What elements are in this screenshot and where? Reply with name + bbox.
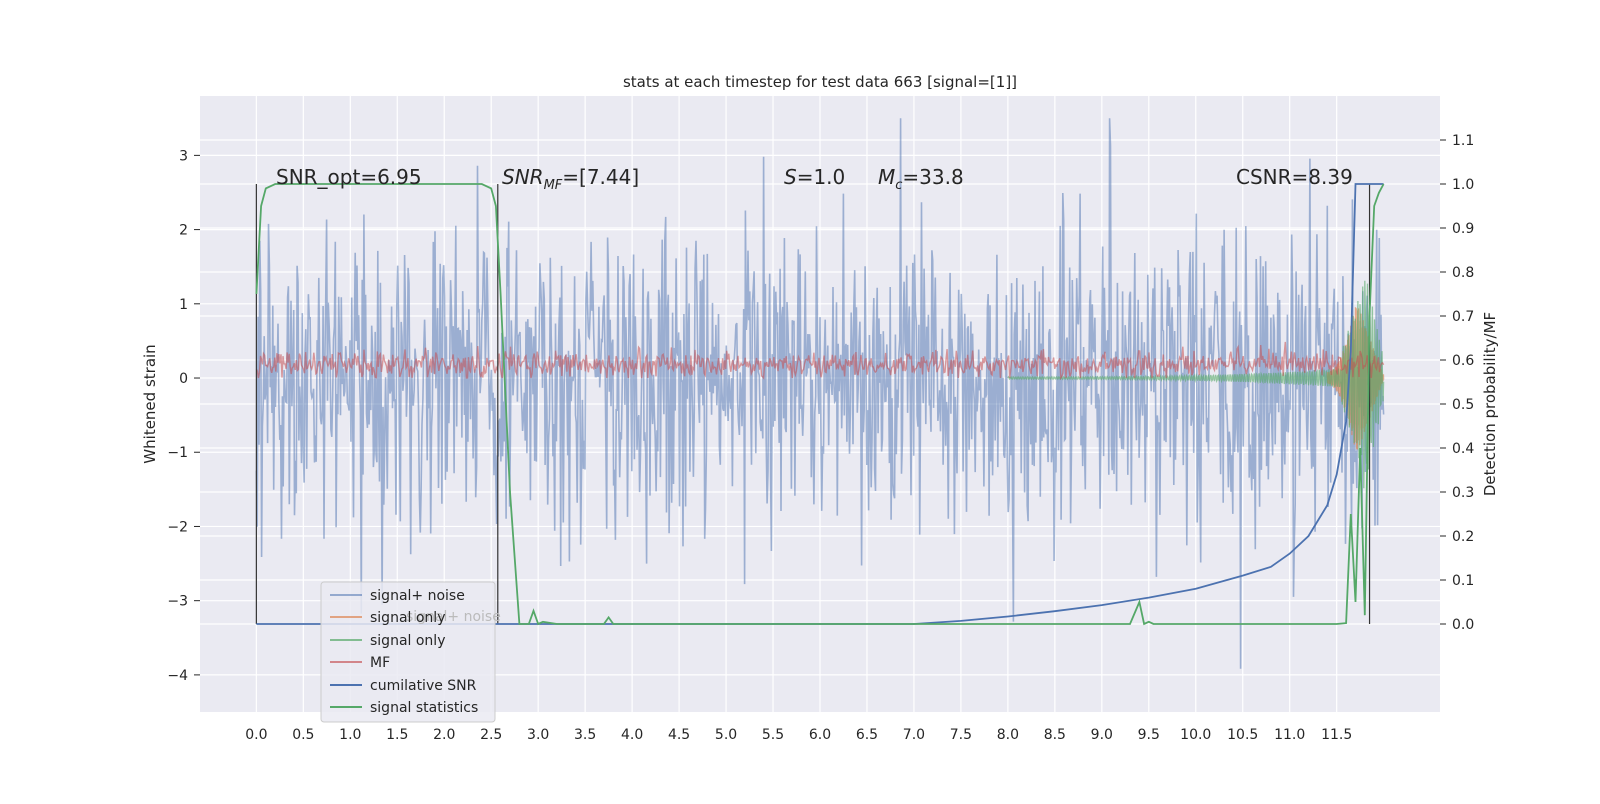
- x-tick-label: 7.0: [903, 727, 925, 743]
- y-tick-label-left: −2: [167, 519, 188, 535]
- x-tick-label: 4.0: [621, 727, 643, 743]
- y-axis-left-label: Whitened strain: [141, 344, 159, 463]
- x-tick-label: 4.5: [668, 727, 690, 743]
- y-tick-label-right: 0.8: [1452, 265, 1474, 281]
- series-signal-noise: [255, 118, 1385, 669]
- y-tick-label-right: 0.1: [1452, 573, 1474, 589]
- y-tick-label-right: 0.5: [1452, 397, 1474, 413]
- series-signal-only-green: [1007, 280, 1385, 489]
- y-axis-right-label: Detection probability/MF: [1481, 312, 1499, 496]
- series-layer: [255, 118, 1385, 669]
- x-tick-label: 5.5: [762, 727, 784, 743]
- annotation-mc: Mc=33.8: [878, 165, 964, 193]
- y-tick-label-left: −4: [167, 668, 188, 684]
- legend-item-signal-only-green: signal only: [330, 633, 445, 649]
- legend-item-mf: MF: [330, 655, 390, 671]
- y-tick-label-right: 0.2: [1452, 529, 1474, 545]
- series-mf: [255, 341, 1385, 381]
- annotations: SNR_opt=6.95 SNRMF=[7.44] S=1.0 Mc=33.8 …: [276, 165, 1353, 193]
- y-tick-label-right: 0.4: [1452, 441, 1474, 457]
- svg-text:signal statistics: signal statistics: [370, 700, 478, 716]
- x-tick-label: 1.5: [386, 727, 408, 743]
- legend: signal+ noise signal+ noise signal only …: [320, 581, 501, 723]
- y-tick-label-right: 0.3: [1452, 485, 1474, 501]
- annotation-snr-opt: SNR_opt=6.95: [276, 165, 422, 189]
- x-tick-label: 5.0: [715, 727, 737, 743]
- y-tick-label-right: 0.7: [1452, 309, 1474, 325]
- series-cumulative-snr: [256, 183, 1384, 625]
- y-tick-label-left: −3: [167, 594, 188, 610]
- y-tick-label-right: 1.0: [1452, 177, 1474, 193]
- y-tick-label-left: −1: [167, 445, 188, 461]
- y-tick-label-right: 0.0: [1452, 617, 1474, 633]
- svg-text:MF: MF: [370, 655, 390, 671]
- x-tick-label: 7.5: [950, 727, 972, 743]
- annotation-csnr: CSNR=8.39: [1236, 165, 1353, 189]
- svg-text:signal+ noise: signal+ noise: [370, 588, 465, 604]
- x-axis-ticks: 0.0 0.5 1.0 1.5 2.0 2.5 3.0 3.5 4.0 4.5 5.0 5.5 6.0 6…: [245, 727, 1352, 743]
- y-tick-label-right: 1.1: [1452, 133, 1474, 149]
- legend-item-signal-only-orange: signal only: [330, 610, 445, 626]
- y-tick-label-left: 2: [179, 223, 188, 239]
- x-tick-label: 3.0: [527, 727, 549, 743]
- legend-item-cumulative-snr: cumilative SNR: [330, 678, 477, 694]
- x-tick-label: 0.5: [292, 727, 314, 743]
- annotation-snr-mf: SNRMF=[7.44]: [502, 165, 639, 193]
- x-tick-label: 0.0: [245, 727, 267, 743]
- x-tick-label: 10.5: [1227, 727, 1258, 743]
- x-tick-label: 1.0: [339, 727, 361, 743]
- x-tick-label: 10.0: [1180, 727, 1211, 743]
- x-tick-label: 9.5: [1138, 727, 1160, 743]
- series-signal-statistics: [255, 183, 1385, 626]
- legend-item-signal-statistics: signal statistics: [330, 700, 478, 716]
- annotation-s: S=1.0: [784, 165, 845, 189]
- x-tick-label: 2.0: [433, 727, 455, 743]
- y-axis-left-ticks: −4 −3 −2 −1 0 1 2 3: [167, 148, 200, 684]
- x-tick-label: 6.5: [856, 727, 878, 743]
- x-tick-label: 11.5: [1321, 727, 1352, 743]
- y-tick-label-left: 3: [179, 148, 188, 164]
- y-tick-label-right: 0.6: [1452, 353, 1474, 369]
- x-tick-label: 8.0: [997, 727, 1019, 743]
- legend-box: [320, 581, 496, 723]
- legend-item-signal-noise: signal+ noise: [330, 588, 465, 604]
- svg-text:cumilative SNR: cumilative SNR: [370, 678, 477, 694]
- x-tick-label: 6.0: [809, 727, 831, 743]
- legend-ghost-text: signal+ noise: [406, 609, 501, 625]
- x-tick-label: 9.0: [1091, 727, 1113, 743]
- x-tick-label: 3.5: [574, 727, 596, 743]
- x-tick-label: 8.5: [1044, 727, 1066, 743]
- y-tick-label-left: 1: [179, 297, 188, 313]
- chart-title: stats at each timestep for test data 663…: [623, 73, 1017, 91]
- x-tick-label: 11.0: [1274, 727, 1305, 743]
- y-axis-right-ticks: 0.0 0.1 0.2 0.3 0.4 0.5 0.6 0.7 0.8 0.9 1.0 1.1: [1440, 133, 1474, 633]
- y-tick-label-left: 0: [179, 371, 188, 387]
- y-tick-label-right: 0.9: [1452, 221, 1474, 237]
- x-tick-label: 2.5: [480, 727, 502, 743]
- svg-text:signal only: signal only: [370, 610, 445, 626]
- svg-text:signal only: signal only: [370, 633, 445, 649]
